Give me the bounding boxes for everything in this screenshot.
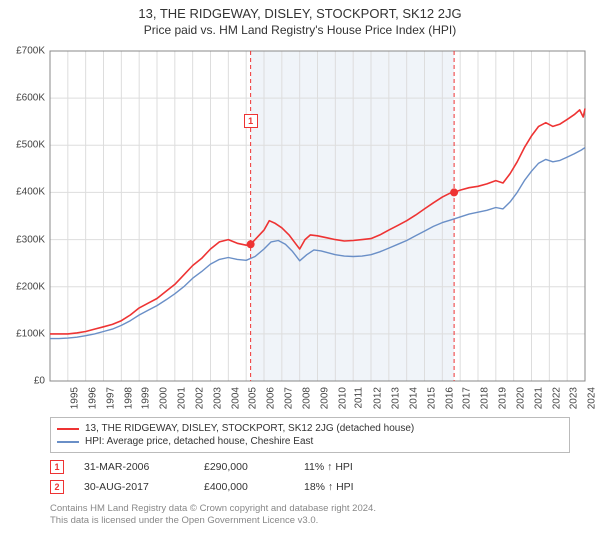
x-axis-label: 1999 bbox=[141, 387, 152, 409]
chart-subtitle: Price paid vs. HM Land Registry's House … bbox=[0, 21, 600, 41]
transaction-diff: 18% ↑ HPI bbox=[304, 481, 404, 493]
x-axis-label: 2003 bbox=[212, 387, 223, 409]
legend: 13, THE RIDGEWAY, DISLEY, STOCKPORT, SK1… bbox=[50, 417, 570, 453]
plot-area: £0 £100K £200K £300K £400K £500K £600K £700K 199… bbox=[0, 41, 600, 411]
y-axis-label: £500K bbox=[0, 140, 45, 151]
x-axis-label: 2008 bbox=[301, 387, 312, 409]
x-axis-label: 2015 bbox=[426, 387, 437, 409]
x-axis-label: 2000 bbox=[158, 387, 169, 409]
x-axis-label: 2005 bbox=[248, 387, 259, 409]
y-axis-label: £400K bbox=[0, 187, 45, 198]
x-axis-label: 1996 bbox=[87, 387, 98, 409]
legend-swatch bbox=[57, 441, 79, 443]
x-axis-label: 1995 bbox=[69, 387, 80, 409]
x-axis-label: 2022 bbox=[551, 387, 562, 409]
x-axis-label: 2009 bbox=[319, 387, 330, 409]
chart-svg bbox=[0, 41, 600, 411]
sale-callout-marker: 1 bbox=[244, 114, 258, 128]
y-axis-label: £0 bbox=[0, 376, 45, 387]
transaction-marker: 2 bbox=[50, 480, 64, 494]
legend-label: 13, THE RIDGEWAY, DISLEY, STOCKPORT, SK1… bbox=[85, 423, 414, 434]
x-axis-label: 2002 bbox=[194, 387, 205, 409]
x-axis-label: 2024 bbox=[586, 387, 597, 409]
footnote-line: This data is licensed under the Open Gov… bbox=[50, 515, 570, 527]
x-axis-label: 2018 bbox=[479, 387, 490, 409]
x-axis-label: 2016 bbox=[444, 387, 455, 409]
transactions-table: 1 31-MAR-2006 £290,000 11% ↑ HPI 2 30-AUG-201… bbox=[50, 457, 570, 497]
x-axis-label: 1998 bbox=[123, 387, 134, 409]
legend-item: 13, THE RIDGEWAY, DISLEY, STOCKPORT, SK1… bbox=[57, 422, 563, 435]
x-axis-label: 2013 bbox=[390, 387, 401, 409]
x-axis-label: 2017 bbox=[462, 387, 473, 409]
x-axis-label: 2012 bbox=[372, 387, 383, 409]
transaction-marker: 1 bbox=[50, 460, 64, 474]
x-axis-label: 2020 bbox=[515, 387, 526, 409]
footnote: Contains HM Land Registry data © Crown c… bbox=[50, 503, 570, 528]
transaction-row: 2 30-AUG-2017 £400,000 18% ↑ HPI bbox=[50, 477, 570, 497]
chart-container: 13, THE RIDGEWAY, DISLEY, STOCKPORT, SK1… bbox=[0, 0, 600, 528]
x-axis-label: 2019 bbox=[497, 387, 508, 409]
y-axis-label: £200K bbox=[0, 281, 45, 292]
transaction-row: 1 31-MAR-2006 £290,000 11% ↑ HPI bbox=[50, 457, 570, 477]
x-axis-label: 1997 bbox=[105, 387, 116, 409]
chart-title: 13, THE RIDGEWAY, DISLEY, STOCKPORT, SK1… bbox=[0, 0, 600, 21]
x-axis-label: 2004 bbox=[230, 387, 241, 409]
y-axis-label: £600K bbox=[0, 93, 45, 104]
footnote-line: Contains HM Land Registry data © Crown c… bbox=[50, 503, 570, 515]
transaction-price: £400,000 bbox=[204, 481, 284, 493]
x-axis-label: 2010 bbox=[337, 387, 348, 409]
transaction-date: 30-AUG-2017 bbox=[84, 481, 184, 493]
x-axis-label: 2021 bbox=[533, 387, 544, 409]
y-axis-label: £700K bbox=[0, 46, 45, 57]
transaction-price: £290,000 bbox=[204, 461, 284, 473]
legend-swatch bbox=[57, 428, 79, 430]
x-axis-label: 2011 bbox=[354, 387, 365, 409]
x-axis-label: 2006 bbox=[265, 387, 276, 409]
x-axis-label: 2007 bbox=[283, 387, 294, 409]
transaction-diff: 11% ↑ HPI bbox=[304, 461, 404, 473]
transaction-date: 31-MAR-2006 bbox=[84, 461, 184, 473]
y-axis-label: £100K bbox=[0, 328, 45, 339]
x-axis-label: 2023 bbox=[569, 387, 580, 409]
x-axis-label: 2001 bbox=[176, 387, 187, 409]
x-axis-label: 2014 bbox=[408, 387, 419, 409]
y-axis-label: £300K bbox=[0, 234, 45, 245]
legend-item: HPI: Average price, detached house, Ches… bbox=[57, 435, 563, 448]
legend-label: HPI: Average price, detached house, Ches… bbox=[85, 436, 313, 447]
